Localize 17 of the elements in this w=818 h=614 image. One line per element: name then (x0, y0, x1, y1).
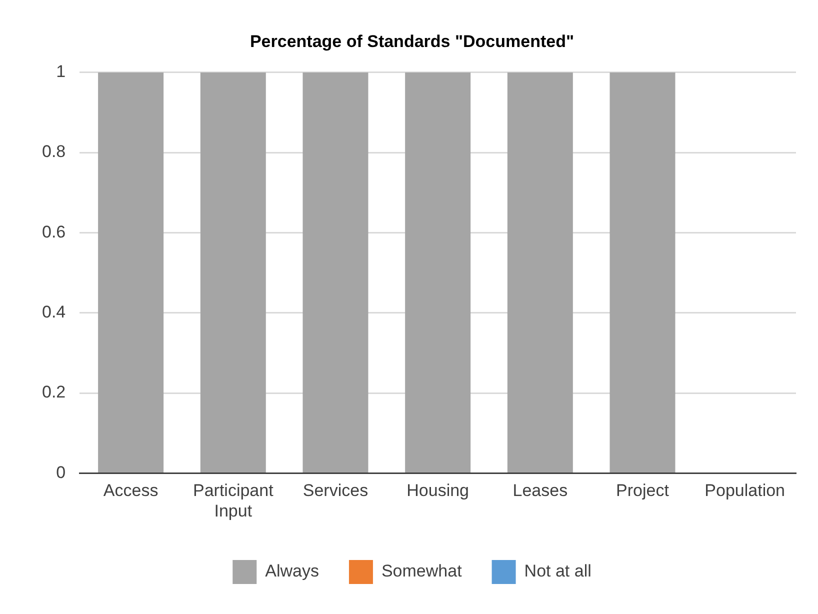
x-tick-label: Participant Input (192, 481, 274, 520)
x-tick-label: Population (704, 481, 786, 500)
legend-label: Somewhat (381, 562, 462, 581)
x-tick-label: Access (103, 481, 158, 500)
legend-label: Always (265, 562, 319, 581)
y-tick-label: 0.4 (42, 302, 66, 322)
y-tick-label: 0.2 (42, 382, 66, 402)
y-tick-label: 0.8 (42, 142, 66, 162)
x-tick-label: Services (302, 481, 368, 500)
x-tick-label: Leases (512, 481, 568, 500)
x-tick-label: Housing (406, 481, 470, 500)
y-tick-label: 1 (56, 62, 66, 82)
chart-title: Percentage of Standards "Documented" (250, 32, 574, 51)
y-tick-label: 0 (56, 462, 66, 482)
x-tick-label: Project (616, 481, 670, 500)
y-tick-label: 0.6 (42, 222, 66, 242)
legend-label: Not at all (524, 562, 592, 581)
